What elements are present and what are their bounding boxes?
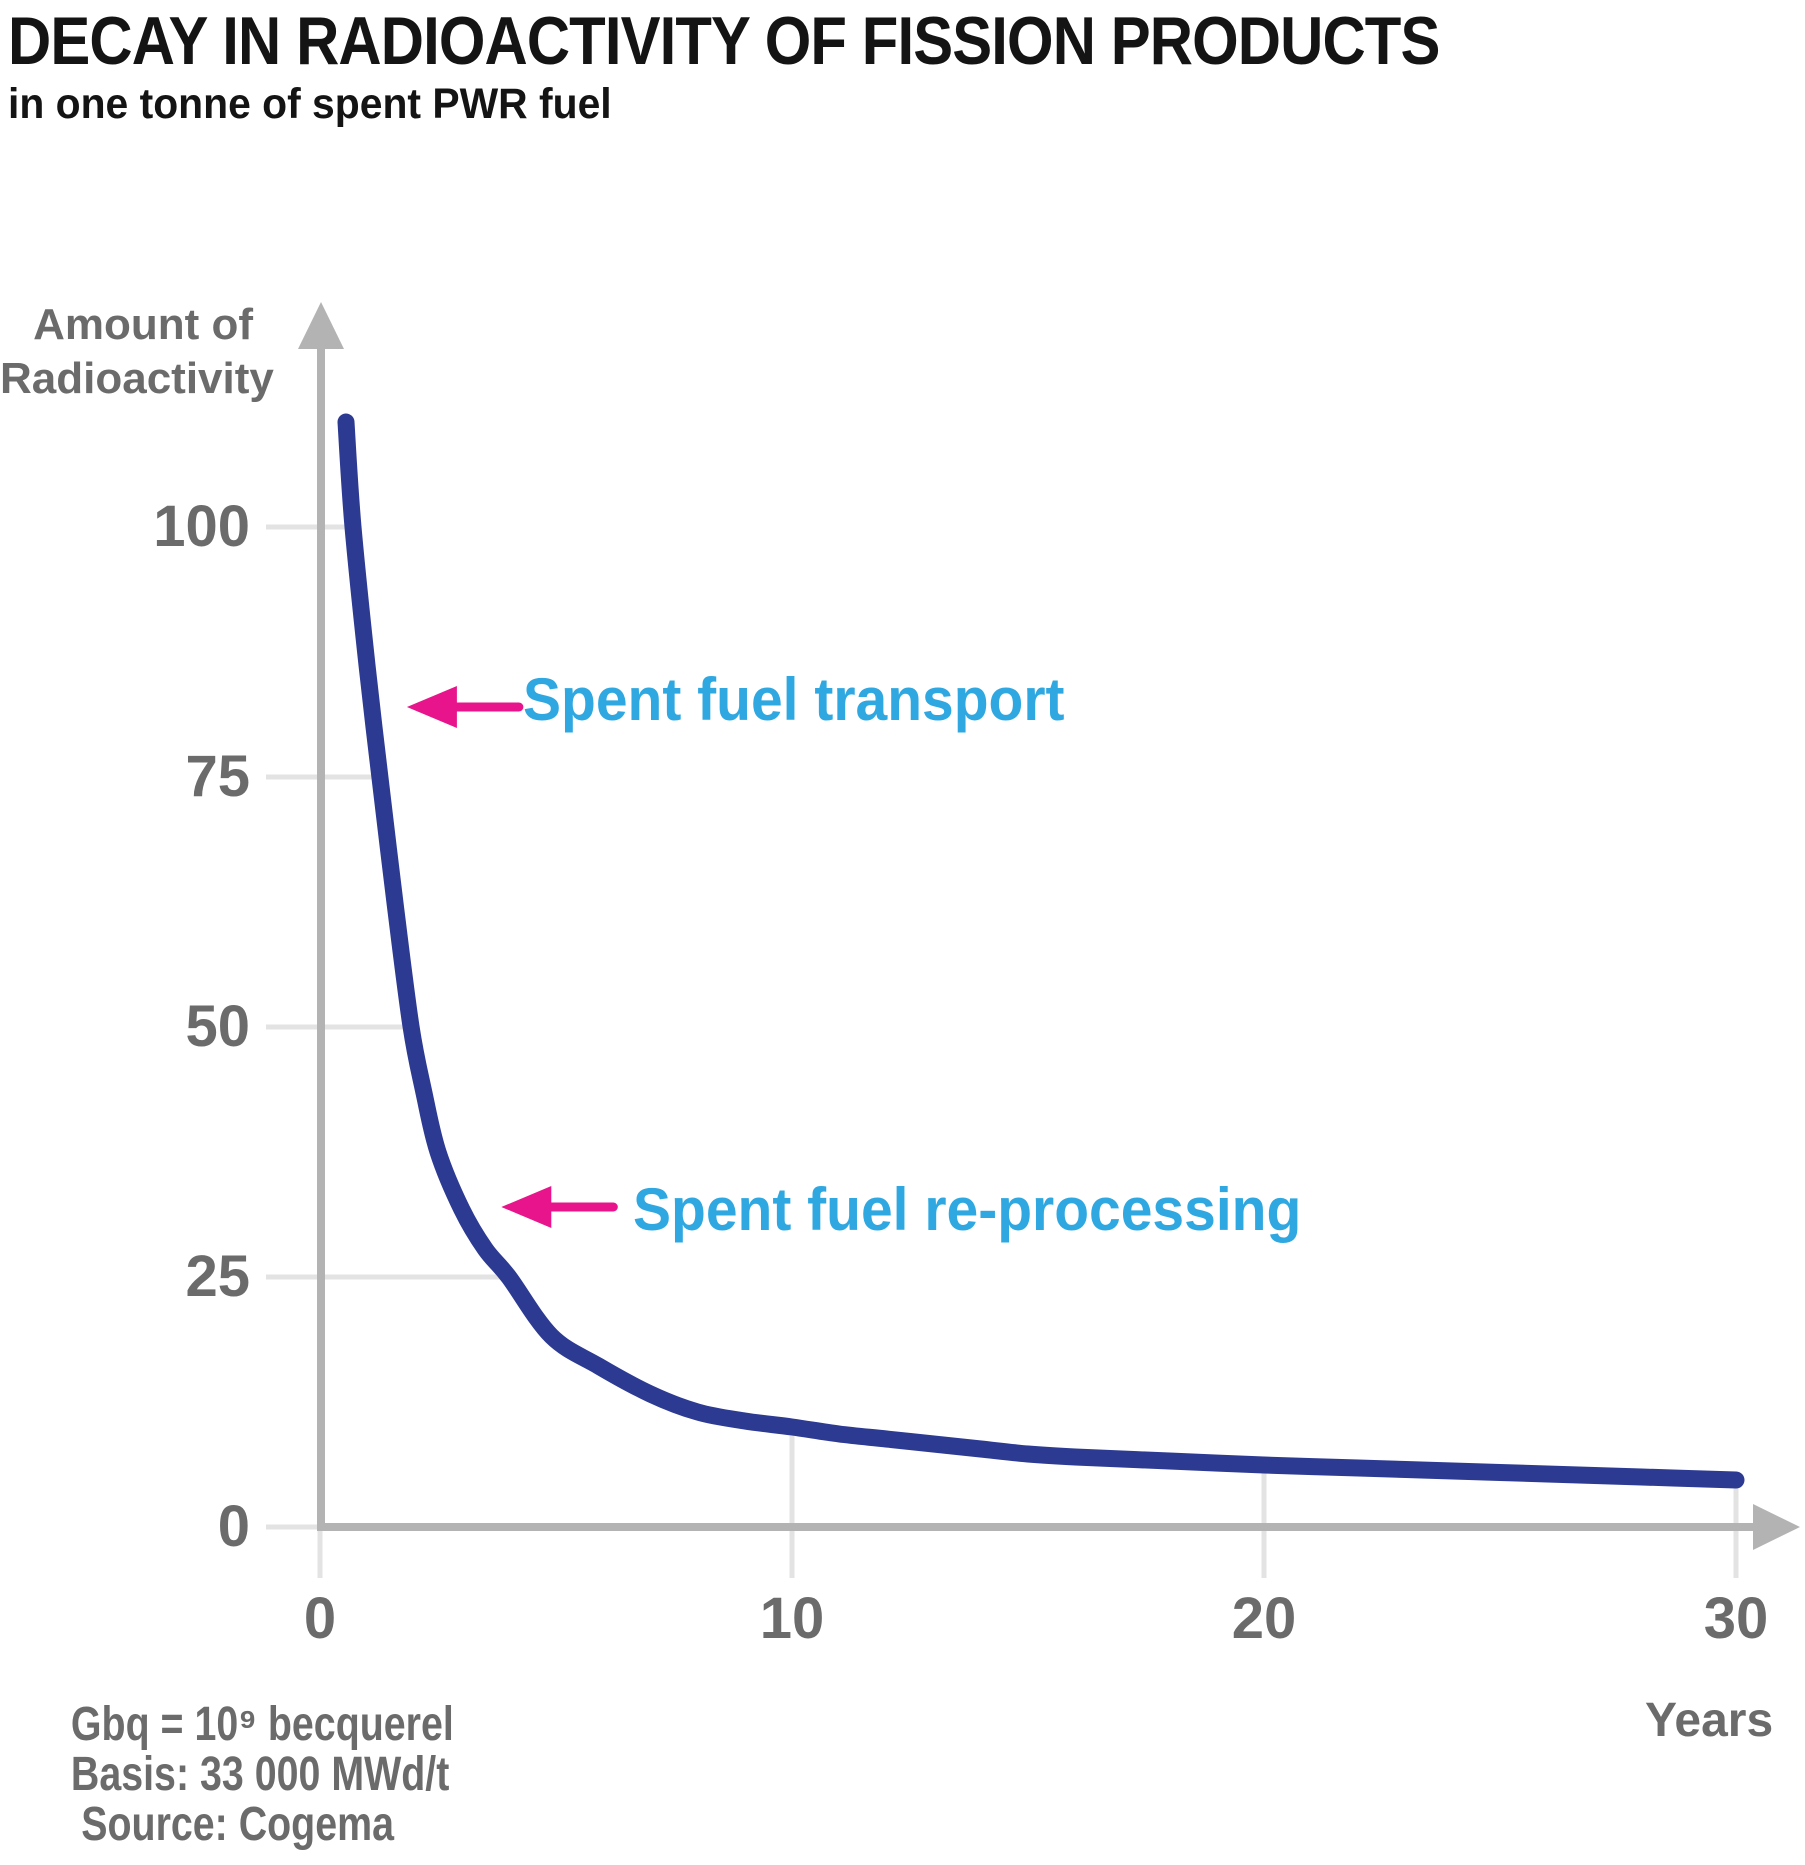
decay-curve-layer: [337, 413, 1745, 1489]
y-axis-title: Amount of Radioactivity: [0, 300, 274, 403]
x-axis-arrowhead: [1753, 1504, 1800, 1550]
annotation-spent-fuel-reprocessing: Spent fuel re-processing: [633, 1176, 1302, 1243]
y-tick-label-50: 50: [185, 994, 250, 1059]
y-tick-label-100: 100: [153, 494, 250, 559]
footnotes: Gbq = 10⁹ becquerel Basis: 33 000 MWd/t So…: [70, 1698, 454, 1851]
footnote-0: Gbq = 10⁹ becquerel: [70, 1698, 454, 1751]
decay-curve: [337, 413, 1745, 1489]
y-tick-label-75: 75: [185, 744, 250, 809]
x-axis-title: Years: [1645, 1694, 1774, 1747]
x-tick-label-0: 0: [303, 1586, 337, 1651]
annotation-arrowhead-1: [501, 1186, 552, 1228]
annotation-arrows: [406, 686, 618, 1228]
y-tick-label-25: 25: [185, 1244, 250, 1309]
x-tick-label-30: 30: [1703, 1586, 1769, 1651]
footnote-2: Source: Cogema: [81, 1798, 395, 1851]
page-subtitle: in one tonne of spent PWR fuel: [8, 80, 612, 128]
annotation-spent-fuel-transport: Spent fuel transport: [523, 666, 1065, 733]
y-axis-arrowhead: [298, 302, 344, 349]
annotation-arrowhead-0: [406, 686, 457, 728]
x-tick-label-20: 20: [1231, 1586, 1297, 1651]
page-title: DECAY IN RADIOACTIVITY OF FISSION PRODUC…: [8, 3, 1440, 79]
x-tick-label-10: 10: [759, 1586, 825, 1651]
footnote-1: Basis: 33 000 MWd/t: [70, 1748, 450, 1801]
y-tick-label-0: 0: [217, 1494, 250, 1559]
